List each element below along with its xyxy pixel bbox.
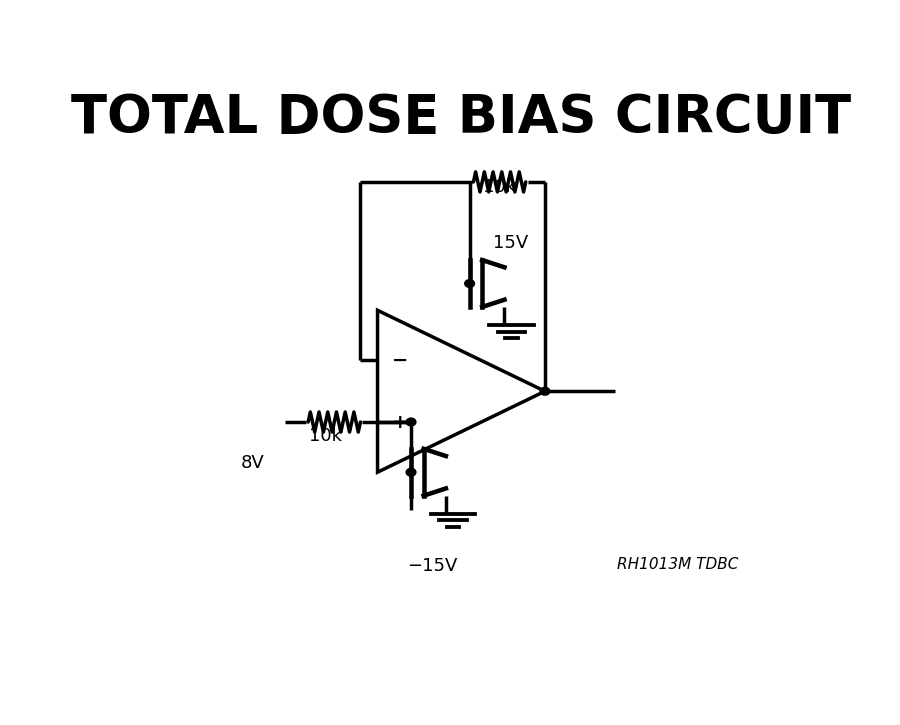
Circle shape bbox=[464, 280, 474, 287]
Circle shape bbox=[540, 387, 550, 395]
Text: 10k: 10k bbox=[483, 178, 516, 196]
Text: −: − bbox=[392, 351, 409, 370]
Text: 8V: 8V bbox=[241, 455, 265, 472]
Text: −15V: −15V bbox=[407, 557, 457, 575]
Text: TOTAL DOSE BIAS CIRCUIT: TOTAL DOSE BIAS CIRCUIT bbox=[71, 91, 851, 144]
Text: RH1013M TDBC: RH1013M TDBC bbox=[616, 557, 738, 572]
Text: +: + bbox=[392, 413, 409, 431]
Text: 15V: 15V bbox=[492, 233, 528, 252]
Text: 10k: 10k bbox=[309, 428, 342, 445]
Circle shape bbox=[406, 418, 416, 426]
Circle shape bbox=[406, 468, 416, 476]
